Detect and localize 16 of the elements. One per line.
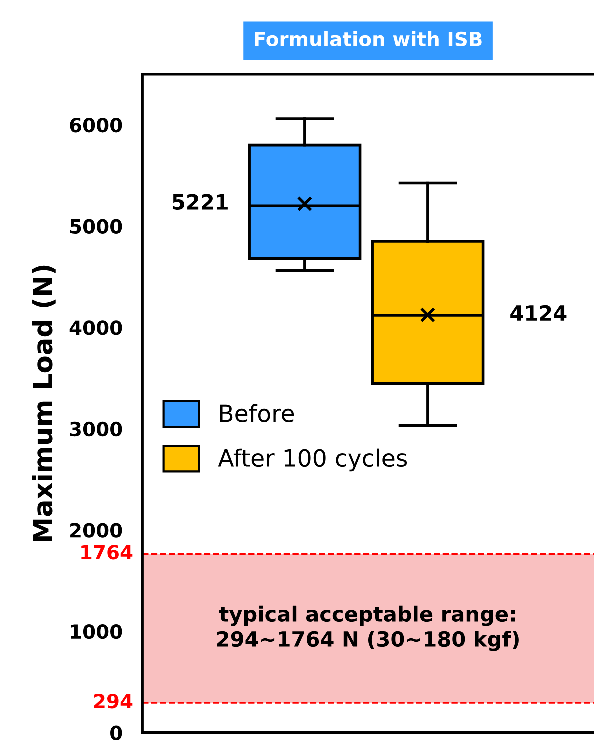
chart-title: Formulation with ISB [255,32,482,47]
y-axis-title: Maximum Load (N) [32,266,56,542]
y-tick-label: 5000 [70,219,122,234]
y-tick-label: 2000 [70,523,122,538]
legend-label: After 100 cycles [218,448,408,472]
y-tick-label: 3000 [70,422,122,437]
y-tick-label: 0 [110,726,122,741]
annotation: 5221 [172,194,228,210]
legend-label: Before [220,404,294,422]
y-tick-label: 6000 [70,118,122,133]
annotation: typical acceptable range: 294~1764 N (30~180 kgf) [217,606,519,652]
ref-line-label: 1764 [82,545,133,560]
annotation: 4124 [510,305,567,321]
ref-line-label: 294 [94,694,133,709]
y-tick-label: 1000 [71,624,122,640]
y-tick-label: 4000 [70,320,122,336]
